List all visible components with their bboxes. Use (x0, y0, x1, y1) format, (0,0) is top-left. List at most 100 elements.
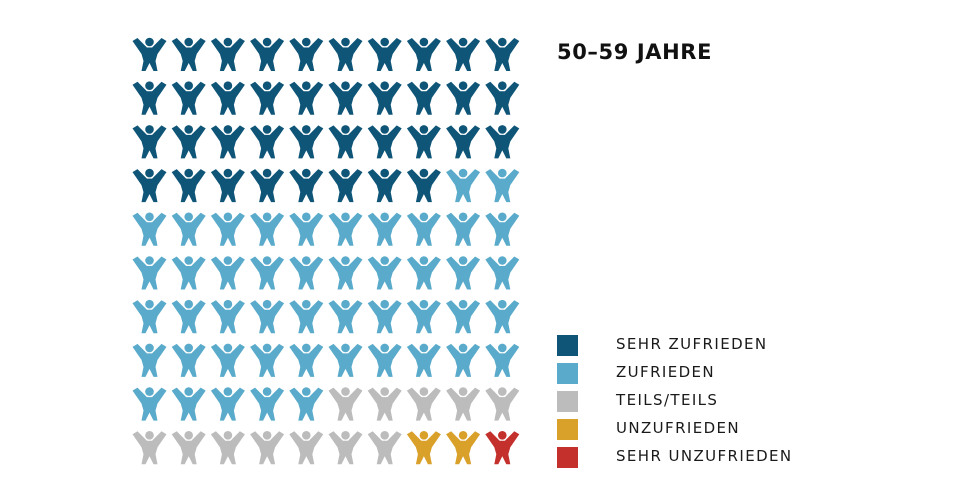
person-head (341, 81, 350, 90)
person-icon-zufrieden (250, 387, 285, 421)
person-body (210, 300, 245, 334)
person-body (210, 169, 245, 203)
person-icon-zufrieden (446, 343, 481, 377)
person-head (145, 212, 154, 222)
person-head (419, 387, 429, 396)
legend-swatch (557, 447, 578, 468)
person-head (262, 168, 272, 178)
person-icon-zufrieden (485, 343, 520, 377)
person-head (145, 256, 154, 265)
person-body (446, 125, 481, 159)
person-body (132, 212, 167, 246)
chart-title: 50–59 JAHRE (557, 40, 713, 64)
person-head (458, 212, 468, 222)
person-head (419, 212, 429, 222)
person-icon-zufrieden (132, 343, 167, 377)
person-body (367, 387, 402, 421)
person-icon-sehr-zufrieden (367, 125, 402, 159)
person-head (184, 212, 193, 222)
person-body (406, 300, 441, 334)
person-body (132, 387, 167, 421)
person-head (458, 256, 468, 265)
person-icon-zufrieden (289, 343, 324, 377)
person-body (250, 169, 285, 203)
person-body (367, 212, 402, 246)
person-head (262, 125, 272, 134)
person-icon-sehr-zufrieden (328, 168, 363, 203)
person-icon-sehr-zufrieden (289, 81, 324, 115)
person-body (367, 81, 402, 115)
person-icon-zufrieden (485, 299, 520, 334)
person-icon-sehr-zufrieden (171, 37, 206, 71)
person-head (498, 387, 507, 396)
person-body (171, 81, 206, 115)
person-icon-zufrieden (132, 256, 167, 290)
person-body (250, 431, 285, 465)
person-body (406, 212, 441, 246)
person-body (367, 343, 402, 377)
person-body (132, 300, 167, 334)
person-body (132, 81, 167, 115)
person-icon-sehr-zufrieden (132, 125, 167, 159)
person-body (289, 300, 324, 334)
person-head (223, 387, 233, 396)
person-head (498, 125, 507, 134)
person-head (458, 168, 468, 178)
person-body (367, 431, 402, 465)
person-body (328, 300, 363, 334)
person-head (498, 431, 507, 440)
person-head (262, 212, 272, 222)
person-body (250, 125, 285, 159)
person-icon-sehr-zufrieden (289, 37, 324, 71)
person-body (171, 169, 206, 203)
person-icon-teils-teils (446, 387, 481, 421)
person-icon-sehr-unzufrieden (485, 431, 520, 465)
person-body (406, 169, 441, 203)
person-icon-zufrieden (171, 299, 206, 334)
person-head (380, 387, 390, 396)
person-body (328, 431, 363, 465)
person-icon-teils-teils (367, 431, 402, 465)
person-head (145, 81, 154, 90)
person-head (262, 81, 272, 90)
person-head (302, 431, 311, 440)
person-body (485, 300, 520, 334)
person-body (367, 125, 402, 159)
person-body (406, 125, 441, 159)
person-icon-sehr-zufrieden (446, 37, 481, 71)
person-body (210, 431, 245, 465)
person-icon-zufrieden (406, 212, 441, 246)
person-icon-zufrieden (406, 343, 441, 377)
person-body (250, 343, 285, 377)
person-icon-zufrieden (406, 256, 441, 290)
person-body (446, 169, 481, 203)
person-head (380, 37, 390, 47)
person-head (184, 431, 193, 440)
legend-item: SEHR ZUFRIEDEN (557, 334, 857, 362)
person-icon-sehr-zufrieden (328, 125, 363, 159)
person-icon-sehr-zufrieden (406, 37, 441, 71)
person-icon-sehr-zufrieden (250, 125, 285, 159)
person-icon-zufrieden (289, 299, 324, 334)
person-body (289, 431, 324, 465)
person-head (262, 431, 272, 440)
person-head (419, 81, 429, 90)
person-body (171, 38, 206, 71)
person-head (419, 37, 429, 47)
person-body (289, 169, 324, 203)
person-body (367, 38, 402, 71)
person-body (328, 212, 363, 246)
person-body (328, 125, 363, 159)
person-body (406, 343, 441, 377)
person-head (223, 212, 233, 222)
person-head (498, 212, 507, 222)
person-icon-sehr-zufrieden (210, 168, 245, 203)
person-body (446, 343, 481, 377)
person-icon-sehr-zufrieden (485, 81, 520, 115)
legend-swatch (557, 419, 578, 440)
person-icon-sehr-zufrieden (250, 168, 285, 203)
person-head (223, 37, 233, 47)
person-body (328, 387, 363, 421)
